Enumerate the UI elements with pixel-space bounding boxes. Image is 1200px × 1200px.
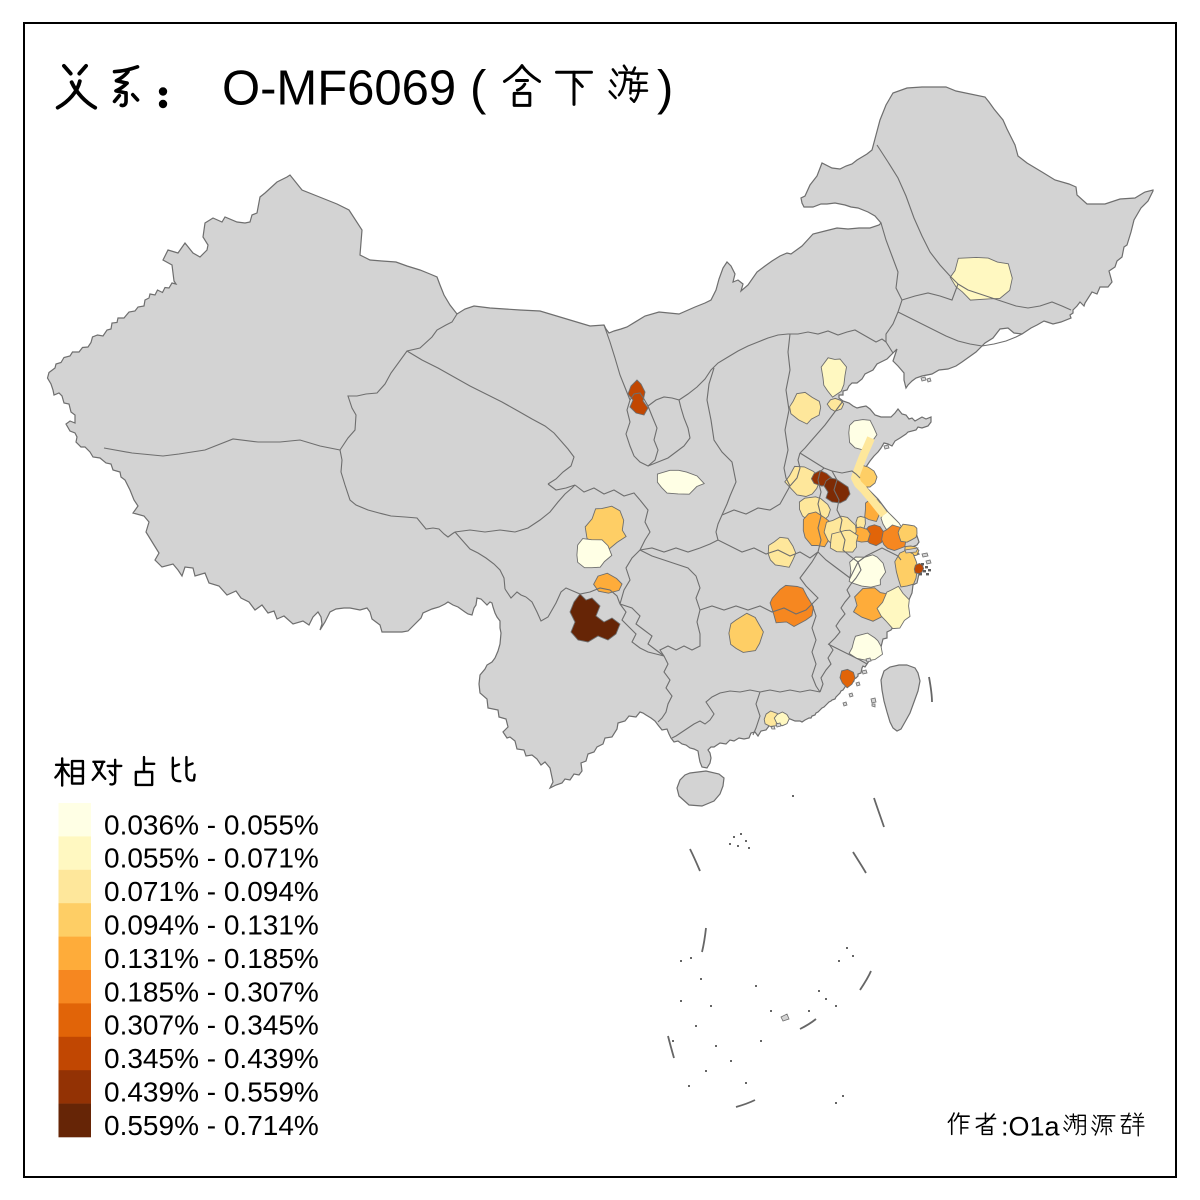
svg-text:0.055% - 0.071%: 0.055% - 0.071% [104, 843, 319, 874]
svg-text:0.094% - 0.131%: 0.094% - 0.131% [104, 910, 319, 941]
svg-text:0.559% - 0.714%: 0.559% - 0.714% [104, 1110, 319, 1141]
svg-text:0.071% - 0.094%: 0.071% - 0.094% [104, 876, 319, 907]
svg-text:0.307% - 0.345%: 0.307% - 0.345% [104, 1010, 319, 1041]
svg-text:0.131% - 0.185%: 0.131% - 0.185% [104, 943, 319, 974]
svg-text:0.036% - 0.055%: 0.036% - 0.055% [104, 809, 319, 840]
svg-text:O-MF6069: O-MF6069 [222, 62, 456, 116]
svg-text:(: ( [470, 62, 487, 116]
svg-text:0.185% - 0.307%: 0.185% - 0.307% [104, 976, 319, 1007]
svg-text:): ) [657, 62, 673, 116]
svg-text:0.439% - 0.559%: 0.439% - 0.559% [104, 1077, 319, 1108]
svg-text::O1a: :O1a [1001, 1112, 1061, 1142]
svg-text:0.345% - 0.439%: 0.345% - 0.439% [104, 1043, 319, 1074]
